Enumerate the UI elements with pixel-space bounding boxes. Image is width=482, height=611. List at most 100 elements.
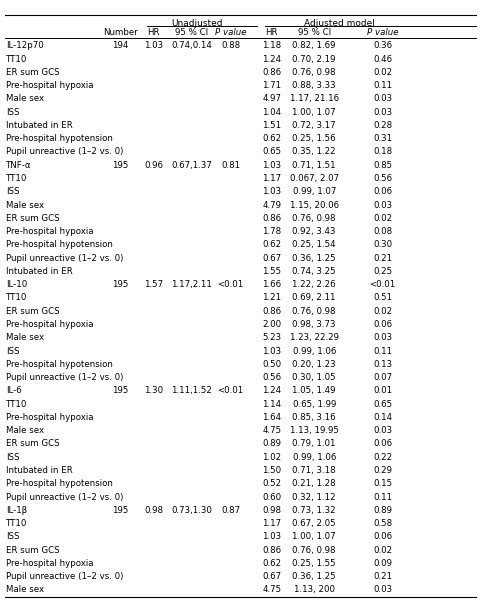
Text: 1.03: 1.03	[262, 188, 281, 196]
Text: 0.18: 0.18	[373, 147, 392, 156]
Text: 1.02: 1.02	[262, 453, 281, 462]
Text: 195: 195	[112, 161, 129, 170]
Text: 0.73,1.30: 0.73,1.30	[171, 506, 212, 515]
Text: 0.56: 0.56	[373, 174, 392, 183]
Text: Pre-hospital hypotension: Pre-hospital hypotension	[6, 240, 113, 249]
Text: 0.74,0.14: 0.74,0.14	[171, 42, 212, 50]
Text: 0.25, 1.54: 0.25, 1.54	[293, 240, 336, 249]
Text: 0.13: 0.13	[373, 360, 392, 369]
Text: 0.02: 0.02	[373, 68, 392, 77]
Text: 0.56: 0.56	[262, 373, 281, 382]
Text: 0.03: 0.03	[373, 94, 392, 103]
Text: 0.79, 1.01: 0.79, 1.01	[293, 439, 336, 448]
Text: 0.30: 0.30	[373, 240, 392, 249]
Text: 0.11: 0.11	[373, 346, 392, 356]
Text: 0.21, 1.28: 0.21, 1.28	[293, 479, 336, 488]
Text: 0.22: 0.22	[373, 453, 392, 462]
Text: 0.89: 0.89	[373, 506, 392, 515]
Text: ER sum GCS: ER sum GCS	[6, 214, 59, 223]
Text: 0.76, 0.98: 0.76, 0.98	[293, 214, 336, 223]
Text: 0.36, 1.25: 0.36, 1.25	[293, 572, 336, 581]
Text: 0.67, 2.05: 0.67, 2.05	[293, 519, 336, 528]
Text: 0.86: 0.86	[262, 546, 281, 555]
Text: 1.03: 1.03	[262, 346, 281, 356]
Text: 0.06: 0.06	[373, 532, 392, 541]
Text: 1.78: 1.78	[262, 227, 281, 236]
Text: 0.01: 0.01	[373, 386, 392, 395]
Text: ISS: ISS	[6, 188, 19, 196]
Text: 0.87: 0.87	[221, 506, 240, 515]
Text: 0.06: 0.06	[373, 320, 392, 329]
Text: HR: HR	[147, 28, 160, 37]
Text: 0.06: 0.06	[373, 188, 392, 196]
Text: 0.51: 0.51	[373, 293, 392, 302]
Text: TT10: TT10	[6, 519, 27, 528]
Text: 1.05, 1.49: 1.05, 1.49	[293, 386, 336, 395]
Text: 0.65: 0.65	[373, 400, 392, 409]
Text: 0.11: 0.11	[373, 81, 392, 90]
Text: ISS: ISS	[6, 108, 19, 117]
Text: 0.74, 3.25: 0.74, 3.25	[293, 267, 336, 276]
Text: Pupil unreactive (1–2 vs. 0): Pupil unreactive (1–2 vs. 0)	[6, 147, 123, 156]
Text: Pre-hospital hypotension: Pre-hospital hypotension	[6, 360, 113, 369]
Text: Adjusted model: Adjusted model	[304, 19, 375, 27]
Text: 0.35, 1.22: 0.35, 1.22	[293, 147, 336, 156]
Text: 0.98, 3.73: 0.98, 3.73	[293, 320, 336, 329]
Text: Male sex: Male sex	[6, 585, 44, 595]
Text: Pre-hospital hypoxia: Pre-hospital hypoxia	[6, 81, 93, 90]
Text: 0.85, 3.16: 0.85, 3.16	[293, 413, 336, 422]
Text: 1.57: 1.57	[144, 280, 163, 289]
Text: 195: 195	[112, 386, 129, 395]
Text: 1.00, 1.07: 1.00, 1.07	[293, 108, 336, 117]
Text: 194: 194	[112, 42, 129, 50]
Text: 0.25, 1.56: 0.25, 1.56	[293, 134, 336, 143]
Text: 0.88, 3.33: 0.88, 3.33	[293, 81, 336, 90]
Text: 0.25, 1.55: 0.25, 1.55	[293, 559, 336, 568]
Text: 1.17, 21.16: 1.17, 21.16	[290, 94, 339, 103]
Text: Pre-hospital hypoxia: Pre-hospital hypoxia	[6, 320, 93, 329]
Text: 0.21: 0.21	[373, 254, 392, 263]
Text: Pupil unreactive (1–2 vs. 0): Pupil unreactive (1–2 vs. 0)	[6, 572, 123, 581]
Text: 1.22, 2.26: 1.22, 2.26	[293, 280, 336, 289]
Text: 1.17: 1.17	[262, 174, 281, 183]
Text: Male sex: Male sex	[6, 94, 44, 103]
Text: IL-10: IL-10	[6, 280, 27, 289]
Text: 1.50: 1.50	[262, 466, 281, 475]
Text: 0.88: 0.88	[221, 42, 240, 50]
Text: 1.18: 1.18	[262, 42, 281, 50]
Text: Pre-hospital hypotension: Pre-hospital hypotension	[6, 134, 113, 143]
Text: 0.73, 1.32: 0.73, 1.32	[293, 506, 336, 515]
Text: 0.86: 0.86	[262, 307, 281, 316]
Text: 0.67: 0.67	[262, 254, 281, 263]
Text: 1.13, 19.95: 1.13, 19.95	[290, 426, 339, 435]
Text: 1.13, 200: 1.13, 200	[294, 585, 335, 595]
Text: 0.62: 0.62	[262, 134, 281, 143]
Text: 0.60: 0.60	[262, 492, 281, 502]
Text: 0.70, 2.19: 0.70, 2.19	[293, 54, 336, 64]
Text: 0.86: 0.86	[262, 214, 281, 223]
Text: 1.51: 1.51	[262, 121, 281, 130]
Text: 0.15: 0.15	[373, 479, 392, 488]
Text: <0.01: <0.01	[217, 280, 244, 289]
Text: 0.67,1.37: 0.67,1.37	[171, 161, 212, 170]
Text: Pupil unreactive (1–2 vs. 0): Pupil unreactive (1–2 vs. 0)	[6, 492, 123, 502]
Text: 0.28: 0.28	[373, 121, 392, 130]
Text: 0.02: 0.02	[373, 214, 392, 223]
Text: 1.04: 1.04	[262, 108, 281, 117]
Text: 95 % CI: 95 % CI	[298, 28, 331, 37]
Text: 0.46: 0.46	[373, 54, 392, 64]
Text: ER sum GCS: ER sum GCS	[6, 68, 59, 77]
Text: 0.25: 0.25	[373, 267, 392, 276]
Text: 0.62: 0.62	[262, 240, 281, 249]
Text: 0.65, 1.99: 0.65, 1.99	[293, 400, 336, 409]
Text: 1.15, 20.06: 1.15, 20.06	[290, 200, 339, 210]
Text: 0.02: 0.02	[373, 546, 392, 555]
Text: 0.98: 0.98	[144, 506, 163, 515]
Text: Pupil unreactive (1–2 vs. 0): Pupil unreactive (1–2 vs. 0)	[6, 373, 123, 382]
Text: IL-1β: IL-1β	[6, 506, 27, 515]
Text: 0.76, 0.98: 0.76, 0.98	[293, 546, 336, 555]
Text: 0.67: 0.67	[262, 572, 281, 581]
Text: 0.32, 1.12: 0.32, 1.12	[293, 492, 336, 502]
Text: 1.03: 1.03	[262, 532, 281, 541]
Text: 0.65: 0.65	[262, 147, 281, 156]
